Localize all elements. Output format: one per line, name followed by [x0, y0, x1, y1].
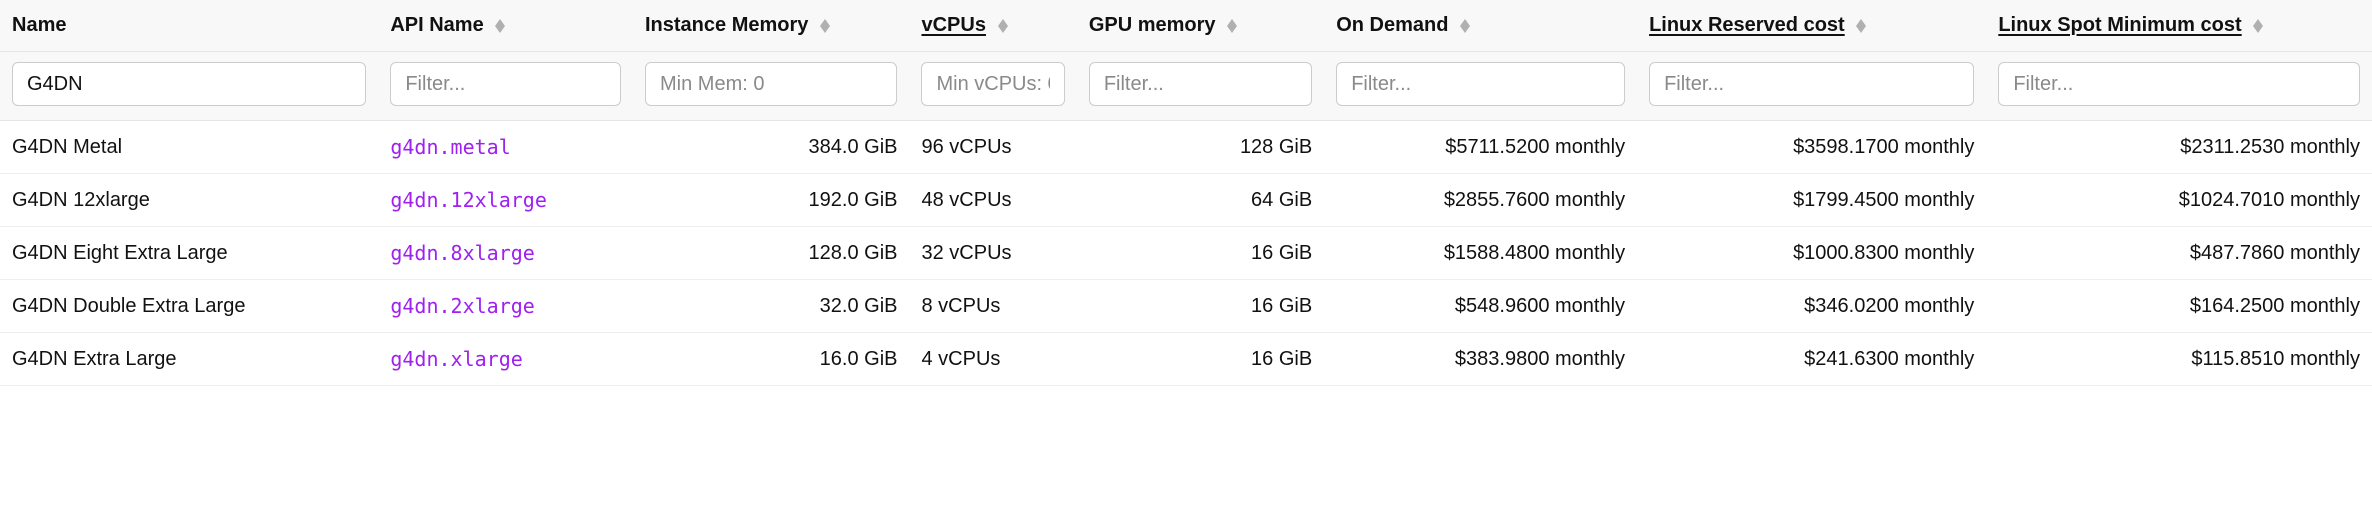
- instance-table: Name API Name Instance Memory vCPUs: [0, 0, 2372, 386]
- cell-api[interactable]: g4dn.xlarge: [378, 333, 633, 386]
- filter-res[interactable]: [1649, 62, 1974, 106]
- col-header-reserved[interactable]: Linux Reserved cost: [1637, 0, 1986, 52]
- cell-on-demand: $5711.5200 monthly: [1324, 121, 1637, 174]
- col-header-spot[interactable]: Linux Spot Minimum cost: [1986, 0, 2372, 52]
- sort-icon[interactable]: [820, 19, 830, 33]
- cell-vcpus: 4 vCPUs: [909, 333, 1076, 386]
- cell-vcpus: 8 vCPUs: [909, 280, 1076, 333]
- cell-spot: $115.8510 monthly: [1986, 333, 2372, 386]
- cell-on-demand: $2855.7600 monthly: [1324, 174, 1637, 227]
- col-header-label: Linux Reserved cost: [1649, 14, 1845, 36]
- cell-vcpus: 32 vCPUs: [909, 227, 1076, 280]
- cell-spot: $487.7860 monthly: [1986, 227, 2372, 280]
- cell-memory: 192.0 GiB: [633, 174, 909, 227]
- filter-gpu[interactable]: [1089, 62, 1312, 106]
- col-header-api[interactable]: API Name: [378, 0, 633, 52]
- filter-api[interactable]: [390, 62, 621, 106]
- sort-icon[interactable]: [998, 19, 1008, 33]
- sort-icon[interactable]: [1460, 19, 1470, 33]
- cell-name: G4DN Eight Extra Large: [0, 227, 378, 280]
- sort-icon[interactable]: [2253, 19, 2263, 33]
- col-header-label: On Demand: [1336, 14, 1448, 36]
- table-row: G4DN 12xlarge g4dn.12xlarge 192.0 GiB 48…: [0, 174, 2372, 227]
- col-header-label: API Name: [390, 14, 483, 36]
- filter-od[interactable]: [1336, 62, 1625, 106]
- filter-vcpus[interactable]: [921, 62, 1064, 106]
- col-header-name[interactable]: Name: [0, 0, 378, 52]
- cell-spot: $1024.7010 monthly: [1986, 174, 2372, 227]
- table-header-row: Name API Name Instance Memory vCPUs: [0, 0, 2372, 52]
- cell-name: G4DN Extra Large: [0, 333, 378, 386]
- cell-on-demand: $383.9800 monthly: [1324, 333, 1637, 386]
- cell-reserved: $1000.8300 monthly: [1637, 227, 1986, 280]
- cell-reserved: $241.6300 monthly: [1637, 333, 1986, 386]
- table-row: G4DN Metal g4dn.metal 384.0 GiB 96 vCPUs…: [0, 121, 2372, 174]
- cell-memory: 128.0 GiB: [633, 227, 909, 280]
- cell-name: G4DN Double Extra Large: [0, 280, 378, 333]
- cell-gpu: 64 GiB: [1077, 174, 1324, 227]
- cell-gpu: 16 GiB: [1077, 227, 1324, 280]
- cell-reserved: $346.0200 monthly: [1637, 280, 1986, 333]
- col-header-on-demand[interactable]: On Demand: [1324, 0, 1637, 52]
- cell-name: G4DN Metal: [0, 121, 378, 174]
- cell-memory: 384.0 GiB: [633, 121, 909, 174]
- filter-spot[interactable]: [1998, 62, 2360, 106]
- cell-api[interactable]: g4dn.8xlarge: [378, 227, 633, 280]
- cell-api[interactable]: g4dn.2xlarge: [378, 280, 633, 333]
- col-header-vcpus[interactable]: vCPUs: [909, 0, 1076, 52]
- cell-on-demand: $548.9600 monthly: [1324, 280, 1637, 333]
- col-header-label: Name: [12, 14, 66, 36]
- col-header-label: GPU memory: [1089, 14, 1216, 36]
- cell-vcpus: 96 vCPUs: [909, 121, 1076, 174]
- table-row: G4DN Eight Extra Large g4dn.8xlarge 128.…: [0, 227, 2372, 280]
- cell-gpu: 16 GiB: [1077, 280, 1324, 333]
- cell-reserved: $3598.1700 monthly: [1637, 121, 1986, 174]
- col-header-label: vCPUs: [921, 14, 985, 36]
- col-header-label: Instance Memory: [645, 14, 808, 36]
- cell-reserved: $1799.4500 monthly: [1637, 174, 1986, 227]
- cell-gpu: 128 GiB: [1077, 121, 1324, 174]
- cell-vcpus: 48 vCPUs: [909, 174, 1076, 227]
- col-header-gpu-memory[interactable]: GPU memory: [1077, 0, 1324, 52]
- cell-memory: 16.0 GiB: [633, 333, 909, 386]
- cell-spot: $164.2500 monthly: [1986, 280, 2372, 333]
- cell-name: G4DN 12xlarge: [0, 174, 378, 227]
- sort-icon[interactable]: [1227, 19, 1237, 33]
- col-header-label: Linux Spot Minimum cost: [1998, 14, 2241, 36]
- cell-on-demand: $1588.4800 monthly: [1324, 227, 1637, 280]
- col-header-memory[interactable]: Instance Memory: [633, 0, 909, 52]
- table-filter-row: [0, 52, 2372, 121]
- table-row: G4DN Double Extra Large g4dn.2xlarge 32.…: [0, 280, 2372, 333]
- filter-memory[interactable]: [645, 62, 897, 106]
- table-row: G4DN Extra Large g4dn.xlarge 16.0 GiB 4 …: [0, 333, 2372, 386]
- filter-name[interactable]: [12, 62, 366, 106]
- cell-memory: 32.0 GiB: [633, 280, 909, 333]
- sort-icon[interactable]: [1856, 19, 1866, 33]
- cell-spot: $2311.2530 monthly: [1986, 121, 2372, 174]
- cell-api[interactable]: g4dn.metal: [378, 121, 633, 174]
- cell-gpu: 16 GiB: [1077, 333, 1324, 386]
- cell-api[interactable]: g4dn.12xlarge: [378, 174, 633, 227]
- sort-icon[interactable]: [495, 19, 505, 33]
